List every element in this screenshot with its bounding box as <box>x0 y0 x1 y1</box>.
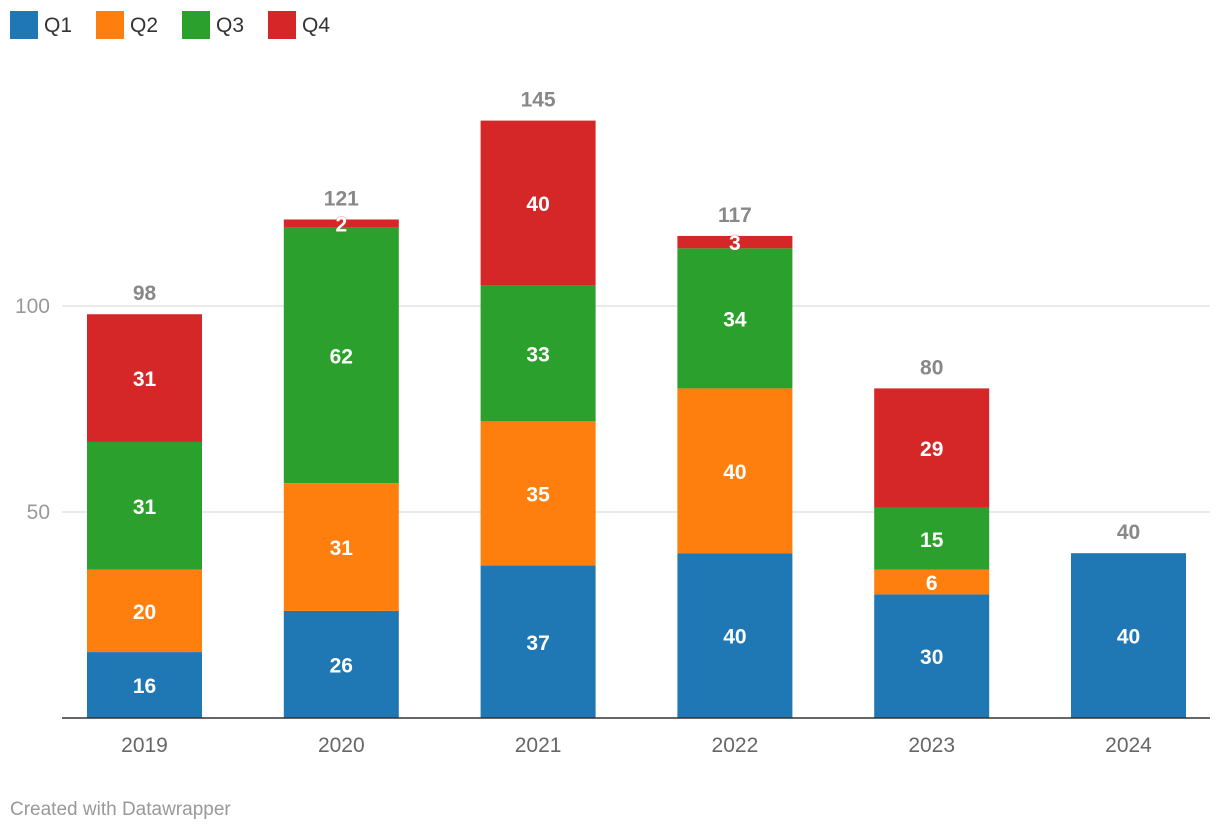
bar-segment-q2 <box>677 388 793 554</box>
segment-value-label: 40 <box>526 193 549 216</box>
bar-segment-q1 <box>480 565 596 718</box>
segment-value-label: 40 <box>723 626 746 649</box>
bar-segment-q4 <box>87 314 202 442</box>
segment-value-label: 3 <box>729 232 741 255</box>
x-axis: 2019 2020 2021 2022 2023 2024 <box>121 734 1152 757</box>
bar-group-2021: 37 35 33 40 145 <box>480 89 596 718</box>
segment-value-label: 16 <box>133 675 156 698</box>
bar-group-2022: 40 40 34 3 117 <box>677 204 793 718</box>
bar-group-2024: 40 40 <box>1071 521 1186 718</box>
segment-value-label: 31 <box>133 496 157 519</box>
segment-value-label: 6 <box>926 572 938 595</box>
segment-value-label: 2 <box>335 214 347 237</box>
x-tick-label: 2024 <box>1105 734 1152 757</box>
x-tick-label: 2019 <box>121 734 168 757</box>
legend-swatch <box>96 11 124 39</box>
legend-item-q2: Q2 <box>96 11 158 39</box>
segment-value-label: 34 <box>723 308 747 331</box>
bars: 16 20 31 31 98 26 31 62 2 121 37 35 33 40 145 40 40 34 3 11… <box>87 89 1186 718</box>
bar-segment-q2 <box>480 421 596 566</box>
segment-value-label: 40 <box>1117 626 1140 649</box>
legend-label: Q4 <box>302 14 330 37</box>
y-tick-label: 50 <box>27 501 50 524</box>
bar-group-2019: 16 20 31 31 98 <box>87 282 202 718</box>
bar-total-label: 80 <box>920 356 943 379</box>
bar-segment-q3 <box>874 507 990 570</box>
bar-segment-q3 <box>480 285 596 422</box>
bar-segment-q1 <box>1071 553 1186 718</box>
bar-segment-q1 <box>283 610 399 718</box>
x-tick-label: 2020 <box>318 734 365 757</box>
legend-swatch <box>10 11 38 39</box>
bar-segment-q2 <box>283 483 399 611</box>
segment-value-label: 62 <box>330 345 353 368</box>
bar-total-label: 40 <box>1117 521 1140 544</box>
segment-value-label: 29 <box>920 438 943 461</box>
bar-segment-q2 <box>874 569 990 595</box>
gridlines: 50 100 <box>15 295 1210 524</box>
segment-value-label: 20 <box>133 601 156 624</box>
bar-segment-q4 <box>874 388 990 508</box>
bar-segment-q3 <box>283 227 399 484</box>
legend-swatch <box>268 11 296 39</box>
x-tick-label: 2022 <box>712 734 759 757</box>
legend-label: Q3 <box>216 14 244 37</box>
legend-item-q1: Q1 <box>10 11 72 39</box>
bar-segment-q4 <box>677 235 793 249</box>
bar-segment-q1 <box>677 553 793 718</box>
bar-total-label: 121 <box>324 187 359 210</box>
x-tick-label: 2023 <box>908 734 955 757</box>
legend-swatch <box>182 11 210 39</box>
bar-total-label: 98 <box>133 282 157 305</box>
legend-label: Q2 <box>130 14 158 37</box>
credit-text: Created with Datawrapper <box>10 799 231 820</box>
bar-total-label: 117 <box>718 204 752 227</box>
bar-segment-q1 <box>87 652 202 718</box>
segment-value-label: 26 <box>330 654 353 677</box>
legend: Q1 Q2 Q3 Q4 <box>10 11 330 39</box>
legend-label: Q1 <box>44 14 72 37</box>
bar-group-2023: 30 6 15 29 80 <box>874 356 990 718</box>
segment-value-label: 15 <box>920 529 944 552</box>
bar-segment-q4 <box>480 120 596 286</box>
bar-group-2020: 26 31 62 2 121 <box>283 187 399 718</box>
segment-value-label: 33 <box>526 343 549 366</box>
bar-segment-q4 <box>283 219 399 228</box>
segment-value-label: 31 <box>133 368 157 391</box>
legend-item-q3: Q3 <box>182 11 244 39</box>
bar-total-label: 145 <box>521 89 556 112</box>
y-tick-label: 100 <box>15 295 50 318</box>
segment-value-label: 35 <box>526 483 550 506</box>
legend-item-q4: Q4 <box>268 11 330 39</box>
segment-value-label: 31 <box>330 537 354 560</box>
segment-value-label: 30 <box>920 646 943 669</box>
bar-segment-q3 <box>87 441 202 570</box>
x-tick-label: 2021 <box>515 734 562 757</box>
segment-value-label: 37 <box>526 632 549 655</box>
bar-segment-q1 <box>874 594 990 718</box>
bar-segment-q3 <box>677 248 793 389</box>
segment-value-label: 40 <box>723 461 746 484</box>
bar-segment-q2 <box>87 569 202 653</box>
